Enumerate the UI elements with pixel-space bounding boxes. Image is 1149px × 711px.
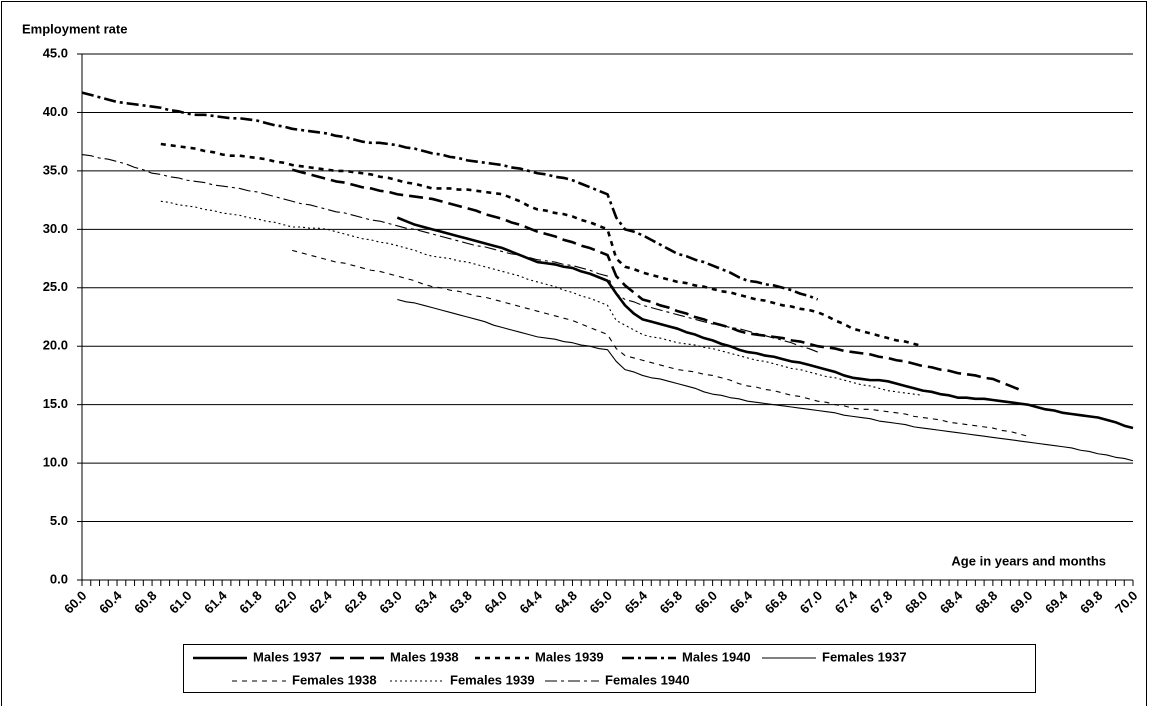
x-tick-label: 67.0 — [797, 588, 826, 617]
legend-label: Males 1940 — [682, 649, 751, 664]
legend-label: Males 1938 — [390, 649, 459, 664]
y-tick-label: 0.0 — [50, 571, 68, 586]
y-axis-label: Employment rate — [22, 21, 127, 36]
series-line — [396, 216, 1134, 430]
x-tick-label: 64.8 — [552, 588, 581, 617]
x-tick-label: 60.0 — [61, 588, 90, 617]
x-tick-label: 61.0 — [166, 588, 195, 617]
x-tick-label: 63.8 — [446, 588, 475, 617]
x-tick-label: 61.4 — [201, 587, 230, 616]
y-tick-label: 5.0 — [50, 513, 68, 528]
x-tick-label: 60.4 — [96, 587, 125, 616]
x-tick-label: 69.0 — [1007, 588, 1036, 617]
x-tick-label: 63.0 — [376, 588, 405, 617]
y-tick-label: 35.0 — [43, 162, 68, 177]
x-tick-label: 68.0 — [902, 588, 931, 617]
legend-label: Females 1939 — [450, 672, 535, 687]
y-tick-label: 45.0 — [43, 45, 68, 60]
series-line — [160, 200, 923, 396]
series-line — [397, 298, 1134, 462]
x-tick-label: 65.4 — [622, 587, 651, 616]
series-line — [81, 91, 819, 301]
x-tick-label: 62.4 — [306, 587, 335, 616]
legend-box — [183, 644, 1036, 693]
y-tick-label: 10.0 — [43, 455, 68, 470]
x-tick-label: 69.8 — [1077, 588, 1106, 617]
x-tick-label: 69.4 — [1042, 587, 1071, 616]
x-tick-label: 67.4 — [832, 587, 861, 616]
legend-label: Females 1937 — [822, 649, 907, 664]
y-tick-label: 15.0 — [43, 396, 68, 411]
x-tick-label: 60.8 — [131, 588, 160, 617]
x-tick-label: 70.0 — [1112, 588, 1141, 617]
y-tick-label: 20.0 — [43, 338, 68, 353]
x-tick-label: 64.0 — [481, 588, 510, 617]
x-tick-label: 65.0 — [587, 588, 616, 617]
x-tick-label: 62.8 — [341, 588, 370, 617]
legend-label: Females 1940 — [605, 672, 690, 687]
series-line — [291, 168, 1020, 391]
legend-label: Males 1937 — [253, 649, 322, 664]
y-tick-label: 25.0 — [43, 279, 68, 294]
x-tick-label: 66.0 — [692, 588, 721, 617]
x-tick-label: 65.8 — [657, 588, 686, 617]
x-tick-label: 66.8 — [762, 588, 791, 617]
legend-label: Females 1938 — [292, 672, 377, 687]
x-tick-label: 64.4 — [516, 587, 545, 616]
x-tick-label: 63.4 — [411, 587, 440, 616]
y-tick-label: 30.0 — [43, 221, 68, 236]
x-tick-label: 68.8 — [972, 588, 1001, 617]
legend-label: Males 1939 — [535, 649, 604, 664]
x-tick-label: 67.8 — [867, 588, 896, 617]
x-tick-label: 66.4 — [727, 587, 756, 616]
series-line — [292, 249, 1029, 437]
y-tick-label: 40.0 — [43, 104, 68, 119]
x-axis-label: Age in years and months — [951, 553, 1106, 568]
series-line — [81, 153, 818, 353]
x-tick-label: 61.8 — [236, 588, 265, 617]
x-tick-label: 62.0 — [271, 588, 300, 617]
x-tick-label: 68.4 — [937, 587, 966, 616]
